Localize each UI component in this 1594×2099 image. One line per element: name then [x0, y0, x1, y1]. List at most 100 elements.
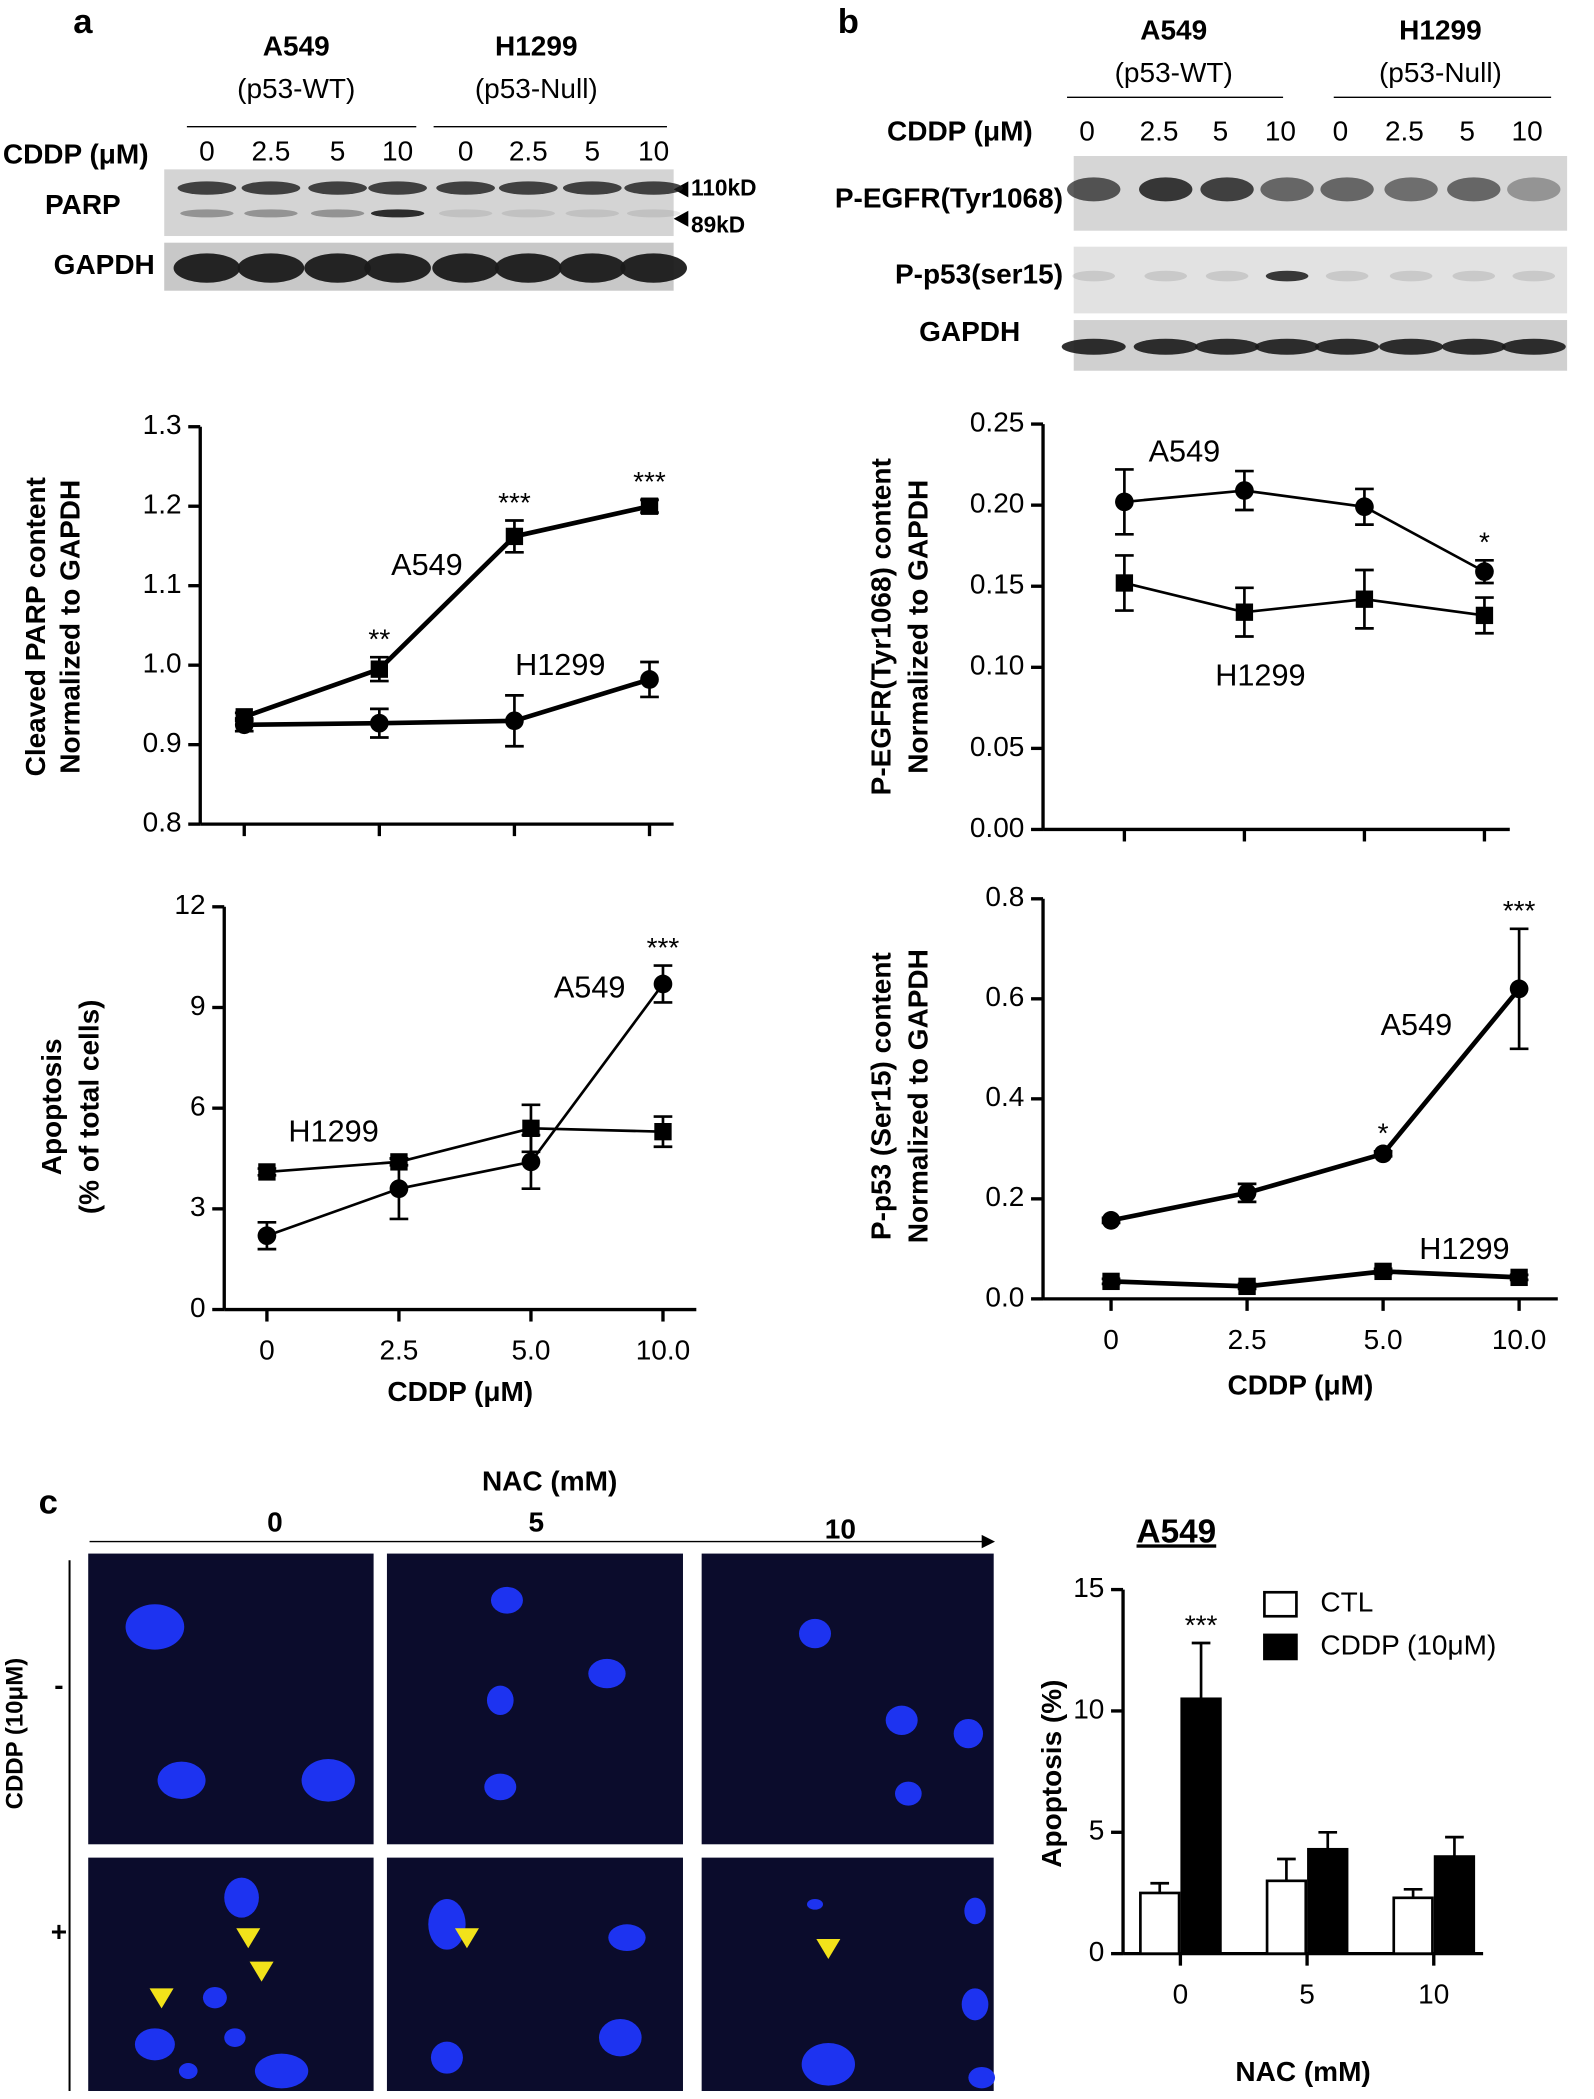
blot-band — [180, 209, 234, 218]
data-point — [258, 1163, 276, 1181]
treatment-label: CDDP (μM) — [887, 116, 1033, 147]
blot-band — [308, 181, 367, 195]
row-label: P-p53(ser15) — [895, 258, 1063, 289]
nucleus — [807, 1898, 824, 1910]
x-tick-label: 0 — [1173, 1979, 1189, 2010]
data-point — [653, 974, 673, 994]
marker-label: 89kD — [691, 212, 745, 238]
blot-band — [498, 181, 558, 195]
nucleus — [961, 1988, 989, 2021]
lane-label: 5 — [330, 136, 346, 167]
y-axis-label: Normalized to GAPDH — [903, 480, 934, 774]
y-tick-label: 1.0 — [143, 648, 182, 679]
legend-label: CTL — [1320, 1587, 1373, 1618]
legend-swatch — [1263, 1590, 1298, 1618]
lane-label: 10 — [638, 136, 669, 167]
y-axis-label: Apoptosis (%) — [1036, 1680, 1067, 1868]
nucleus — [428, 1898, 466, 1950]
blot-band — [1389, 270, 1433, 282]
blot-band — [244, 209, 298, 218]
group-label: H1299 — [495, 30, 578, 61]
marker-arrow — [673, 181, 689, 227]
row-label: GAPDH — [54, 249, 155, 280]
data-point — [522, 1119, 540, 1137]
blot-band — [620, 253, 687, 283]
error-bar — [1403, 1887, 1423, 1898]
y-tick-label: 0 — [190, 1292, 206, 1323]
chart-title: A549 — [1137, 1513, 1217, 1550]
group-sublabel: (p53-WT) — [237, 73, 355, 104]
significance: ** — [368, 624, 390, 655]
bar — [1392, 1896, 1434, 1955]
column-label: 10 — [825, 1513, 856, 1544]
nucleus — [964, 1897, 986, 1925]
series-label: A549 — [1149, 435, 1221, 469]
significance: *** — [647, 932, 680, 963]
nucleus — [588, 1658, 626, 1689]
series-label: H1299 — [515, 648, 605, 682]
series-line — [244, 677, 651, 728]
blot-band — [1447, 177, 1501, 202]
y-tick-label: 6 — [190, 1091, 206, 1122]
column-title: NAC (mM) — [482, 1465, 617, 1496]
blot-band — [364, 253, 431, 283]
data-point — [640, 670, 659, 689]
blot-band — [1205, 270, 1249, 282]
micrographs — [88, 1553, 996, 2091]
y-axis-label: P-p53 (Ser15) content — [865, 952, 896, 1240]
significance: *** — [1185, 1609, 1218, 1640]
nucleus — [801, 2042, 856, 2086]
blot-band — [177, 181, 237, 195]
blot-band — [310, 209, 365, 218]
y-tick-label: 0.25 — [970, 406, 1025, 437]
blot-strip — [164, 169, 674, 237]
lane-label: 0 — [458, 136, 474, 167]
blot-band — [1379, 338, 1444, 355]
blot-band — [1325, 270, 1369, 282]
data-point — [1102, 1272, 1120, 1291]
nucleus — [178, 2062, 198, 2079]
y-tick-label: 3 — [190, 1191, 206, 1222]
significance: *** — [633, 466, 666, 497]
data-point — [1235, 481, 1254, 500]
data-point — [1115, 492, 1134, 512]
blot-band — [494, 253, 562, 283]
nucleus — [125, 1604, 185, 1650]
y-tick-label: 0.9 — [143, 727, 182, 758]
nucleus — [202, 1986, 227, 2009]
series-line — [266, 983, 665, 1237]
lane-label: 2.5 — [1385, 116, 1424, 147]
significance: *** — [498, 487, 531, 518]
series-label: H1299 — [1215, 659, 1305, 693]
blot-band — [1255, 338, 1320, 355]
micrograph — [386, 1553, 683, 1845]
x-tick-label: 0 — [259, 1335, 275, 1366]
nucleus — [224, 1877, 259, 1918]
y-tick-label: 12 — [174, 889, 205, 920]
data-point — [389, 1179, 409, 1199]
row-label: GAPDH — [919, 316, 1020, 347]
legend-swatch — [1263, 1633, 1298, 1661]
group-label: H1299 — [1399, 14, 1482, 45]
group-sublabel: (p53-Null) — [1379, 57, 1502, 88]
bar — [1139, 1891, 1181, 1955]
data-point — [1101, 1211, 1121, 1230]
micrograph — [701, 1553, 994, 1845]
x-tick-label: 5.0 — [1364, 1324, 1403, 1355]
data-point — [1115, 574, 1134, 592]
data-point — [1475, 562, 1494, 581]
blot-band — [1195, 338, 1260, 355]
data-point — [370, 660, 389, 678]
series-label: H1299 — [288, 1115, 378, 1149]
nucleus — [224, 2028, 246, 2047]
y-tick-label: 15 — [1073, 1572, 1104, 1603]
blot-band — [438, 209, 493, 218]
series-label: H1299 — [1419, 1232, 1509, 1266]
blot-band — [1384, 177, 1438, 202]
error-bar — [1191, 1641, 1211, 1699]
blot-band — [436, 181, 495, 195]
x-tick-label: 10.0 — [636, 1335, 691, 1366]
group-label: A549 — [1140, 14, 1207, 45]
lane-label: 5 — [1213, 116, 1229, 147]
blot-band — [501, 209, 555, 218]
